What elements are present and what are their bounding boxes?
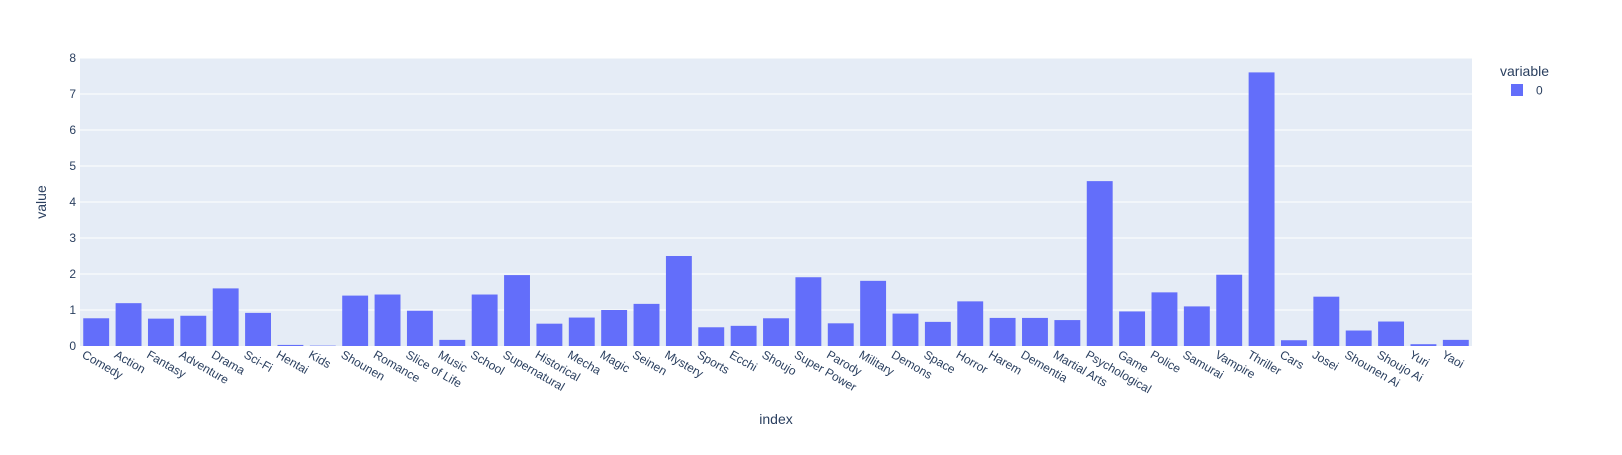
bar-slice-of-life[interactable] bbox=[407, 311, 433, 346]
bar-military[interactable] bbox=[860, 281, 886, 346]
bar-horror[interactable] bbox=[957, 301, 983, 346]
bar-shounen[interactable] bbox=[342, 296, 368, 346]
bar-seinen[interactable] bbox=[634, 304, 660, 346]
bar-comedy[interactable] bbox=[83, 318, 109, 346]
y-tick-label: 7 bbox=[69, 87, 76, 101]
bar-music[interactable] bbox=[439, 340, 465, 346]
bar-parody[interactable] bbox=[828, 323, 854, 346]
x-tick-label: Sci-Fi bbox=[242, 347, 276, 374]
bar-yaoi[interactable] bbox=[1443, 340, 1469, 346]
bar-sci-fi[interactable] bbox=[245, 313, 271, 346]
x-tick-label: Military bbox=[857, 347, 897, 378]
bar-harem[interactable] bbox=[990, 318, 1016, 346]
legend: variable 0 bbox=[1500, 63, 1549, 98]
bar-mystery[interactable] bbox=[666, 256, 692, 346]
y-tick-label: 4 bbox=[69, 195, 76, 209]
bar-shounen-ai[interactable] bbox=[1346, 331, 1372, 346]
bar-cars[interactable] bbox=[1281, 340, 1307, 346]
bar-shoujo[interactable] bbox=[763, 318, 789, 346]
bar-supernatural[interactable] bbox=[504, 275, 530, 346]
bar-fantasy[interactable] bbox=[148, 319, 174, 346]
x-tick-label: Kids bbox=[306, 347, 333, 371]
x-tick-label: School bbox=[468, 347, 507, 377]
y-tick-label: 5 bbox=[69, 159, 76, 173]
bar-game[interactable] bbox=[1119, 311, 1145, 346]
bar-romance[interactable] bbox=[375, 295, 401, 346]
y-tick-label: 2 bbox=[69, 267, 76, 281]
x-tick-label: Hentai bbox=[274, 347, 311, 376]
bar-yuri[interactable] bbox=[1410, 344, 1436, 346]
x-tick-label: Josei bbox=[1310, 347, 1341, 373]
bar-vampire[interactable] bbox=[1216, 275, 1242, 346]
x-tick-label: Magic bbox=[598, 347, 633, 375]
y-tick-label: 6 bbox=[69, 123, 76, 137]
bar-historical[interactable] bbox=[536, 324, 562, 346]
bar-psychological[interactable] bbox=[1087, 181, 1113, 346]
legend-title: variable bbox=[1500, 63, 1549, 79]
x-tick-label: Harem bbox=[986, 347, 1024, 377]
bar-dementia[interactable] bbox=[1022, 318, 1048, 346]
y-tick-label: 8 bbox=[69, 51, 76, 65]
x-axis-title: index bbox=[759, 411, 792, 427]
x-tick-label: Shoujo bbox=[760, 347, 800, 378]
bar-mecha[interactable] bbox=[569, 318, 595, 346]
bar-shoujo-ai[interactable] bbox=[1378, 322, 1404, 346]
bar-samurai[interactable] bbox=[1184, 306, 1210, 346]
bar-school[interactable] bbox=[472, 295, 498, 346]
x-tick-label: Ecchi bbox=[727, 347, 759, 374]
bar-sports[interactable] bbox=[698, 327, 724, 346]
bar-hentai[interactable] bbox=[277, 345, 303, 346]
bar-super-power[interactable] bbox=[795, 277, 821, 346]
bar-drama[interactable] bbox=[213, 288, 239, 346]
bar-adventure[interactable] bbox=[180, 316, 206, 346]
legend-swatch[interactable] bbox=[1511, 84, 1523, 96]
bar-space[interactable] bbox=[925, 322, 951, 346]
legend-entry-label[interactable]: 0 bbox=[1536, 84, 1543, 98]
bar-police[interactable] bbox=[1152, 292, 1178, 346]
bar-josei[interactable] bbox=[1313, 297, 1339, 346]
x-tick-label: Yaoi bbox=[1439, 347, 1466, 371]
x-tick-labels: ComedyActionFantasyAdventureDramaSci-FiH… bbox=[80, 347, 1467, 396]
x-tick-label: Seinen bbox=[630, 347, 669, 378]
bar-thriller[interactable] bbox=[1249, 72, 1275, 346]
x-tick-label: Police bbox=[1148, 347, 1184, 376]
y-axis-title: value bbox=[33, 185, 49, 219]
bar-demons[interactable] bbox=[893, 314, 919, 346]
y-tick-label: 3 bbox=[69, 231, 76, 245]
bar-magic[interactable] bbox=[601, 310, 627, 346]
y-tick-label: 1 bbox=[69, 303, 76, 317]
bar-action[interactable] bbox=[116, 303, 142, 346]
x-tick-label: Horror bbox=[954, 347, 990, 376]
y-tick-label: 0 bbox=[69, 339, 76, 353]
y-tick-labels: 0 1 2 3 4 5 6 7 8 bbox=[69, 51, 76, 353]
bar-martial-arts[interactable] bbox=[1054, 320, 1080, 346]
bar-ecchi[interactable] bbox=[731, 326, 757, 346]
